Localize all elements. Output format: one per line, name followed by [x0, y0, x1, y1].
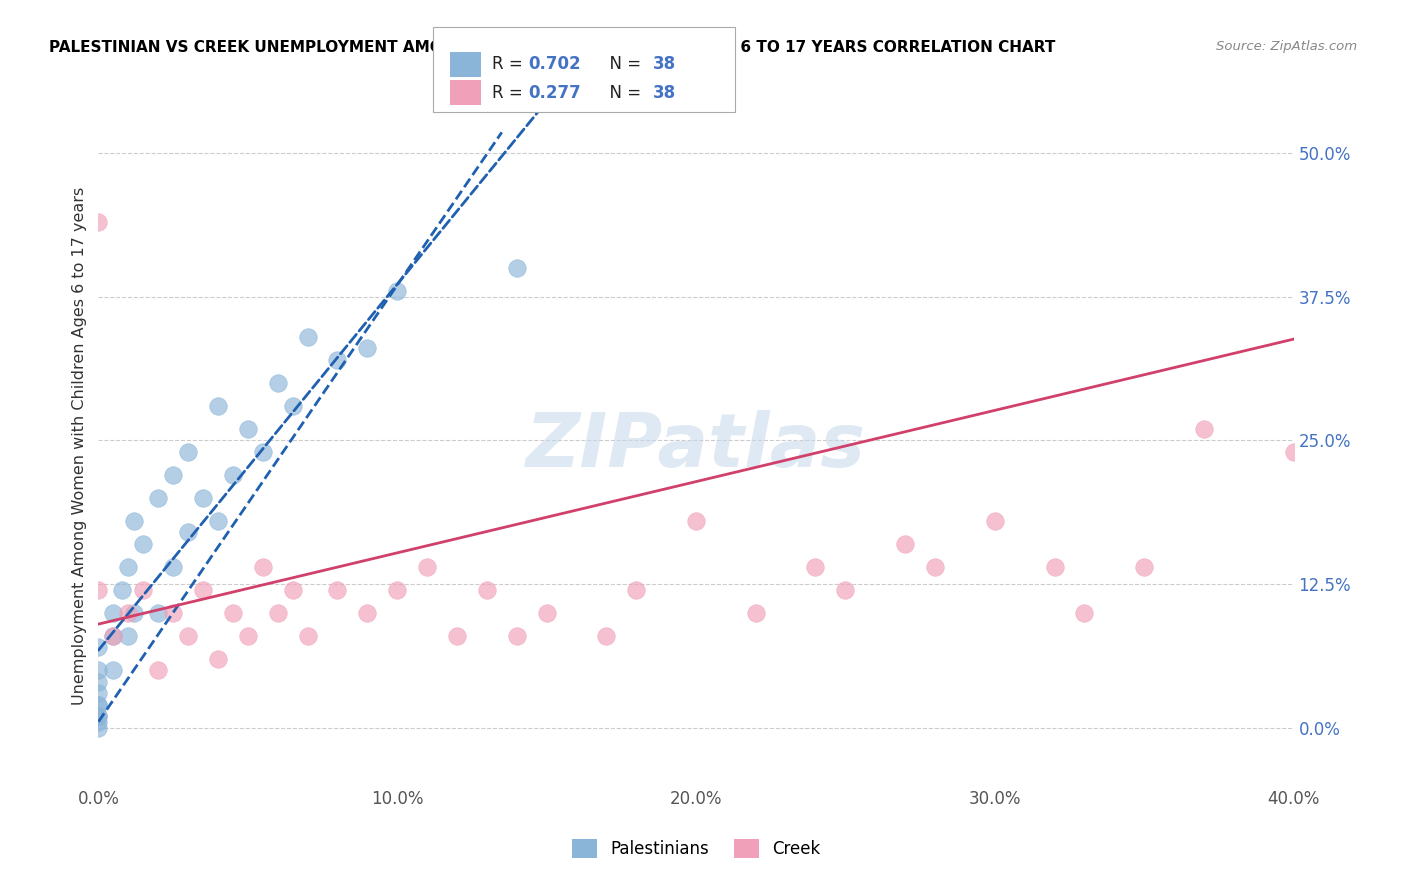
- Text: R =: R =: [492, 55, 529, 73]
- Point: [1282, 444, 1305, 458]
- Point: [326, 582, 349, 597]
- Text: 38: 38: [652, 84, 675, 102]
- Legend: Palestinians, Creek: Palestinians, Creek: [565, 833, 827, 864]
- Point: [177, 525, 200, 540]
- Point: [87, 582, 110, 597]
- Point: [87, 709, 110, 723]
- Point: [207, 514, 229, 528]
- Point: [326, 352, 349, 367]
- Point: [924, 559, 946, 574]
- Point: [87, 698, 110, 712]
- Text: PALESTINIAN VS CREEK UNEMPLOYMENT AMONG WOMEN WITH CHILDREN AGES 6 TO 17 YEARS C: PALESTINIAN VS CREEK UNEMPLOYMENT AMONG …: [49, 40, 1056, 55]
- Point: [536, 606, 558, 620]
- Point: [356, 342, 378, 356]
- Point: [177, 629, 200, 643]
- Text: 0.277: 0.277: [529, 84, 582, 102]
- Point: [267, 376, 290, 390]
- Point: [297, 629, 319, 643]
- Point: [111, 582, 134, 597]
- Point: [117, 629, 139, 643]
- Point: [385, 582, 409, 597]
- Text: ZIPatlas: ZIPatlas: [526, 409, 866, 483]
- Point: [1192, 422, 1215, 436]
- Point: [385, 284, 409, 298]
- Point: [222, 467, 245, 482]
- Point: [87, 714, 110, 729]
- Point: [356, 606, 378, 620]
- Point: [87, 709, 110, 723]
- Point: [87, 721, 110, 735]
- Point: [87, 663, 110, 677]
- Point: [595, 629, 617, 643]
- Point: [87, 674, 110, 689]
- Point: [1073, 606, 1095, 620]
- Point: [834, 582, 856, 597]
- Point: [148, 491, 170, 505]
- Text: 0.702: 0.702: [529, 55, 581, 73]
- Point: [626, 582, 648, 597]
- Text: N =: N =: [599, 84, 647, 102]
- Point: [1043, 559, 1066, 574]
- Point: [132, 536, 155, 550]
- Point: [207, 651, 229, 665]
- Point: [87, 215, 110, 229]
- Text: R =: R =: [492, 84, 529, 102]
- Text: Source: ZipAtlas.com: Source: ZipAtlas.com: [1216, 40, 1357, 54]
- Point: [1133, 559, 1156, 574]
- Point: [222, 606, 245, 620]
- Point: [685, 514, 707, 528]
- Point: [162, 559, 184, 574]
- Point: [475, 582, 498, 597]
- Point: [297, 330, 319, 344]
- Point: [103, 629, 125, 643]
- Point: [162, 467, 184, 482]
- Text: N =: N =: [599, 55, 647, 73]
- Point: [148, 606, 170, 620]
- Point: [446, 629, 468, 643]
- Point: [252, 444, 274, 458]
- Y-axis label: Unemployment Among Women with Children Ages 6 to 17 years: Unemployment Among Women with Children A…: [72, 187, 87, 705]
- Point: [745, 606, 768, 620]
- Point: [148, 663, 170, 677]
- Point: [177, 444, 200, 458]
- Point: [416, 559, 439, 574]
- Point: [117, 559, 139, 574]
- Point: [124, 514, 146, 528]
- Point: [207, 399, 229, 413]
- Point: [984, 514, 1007, 528]
- Point: [103, 606, 125, 620]
- Point: [281, 582, 304, 597]
- Point: [124, 606, 146, 620]
- Point: [281, 399, 304, 413]
- Point: [87, 686, 110, 700]
- Point: [191, 491, 214, 505]
- Point: [236, 629, 259, 643]
- Point: [804, 559, 827, 574]
- Point: [117, 606, 139, 620]
- Point: [506, 260, 529, 275]
- Point: [87, 640, 110, 654]
- Text: 38: 38: [652, 55, 675, 73]
- Point: [506, 629, 529, 643]
- Point: [252, 559, 274, 574]
- Point: [894, 536, 917, 550]
- Point: [267, 606, 290, 620]
- Point: [103, 663, 125, 677]
- Point: [191, 582, 214, 597]
- Point: [162, 606, 184, 620]
- Point: [87, 698, 110, 712]
- Point: [132, 582, 155, 597]
- Point: [236, 422, 259, 436]
- Point: [103, 629, 125, 643]
